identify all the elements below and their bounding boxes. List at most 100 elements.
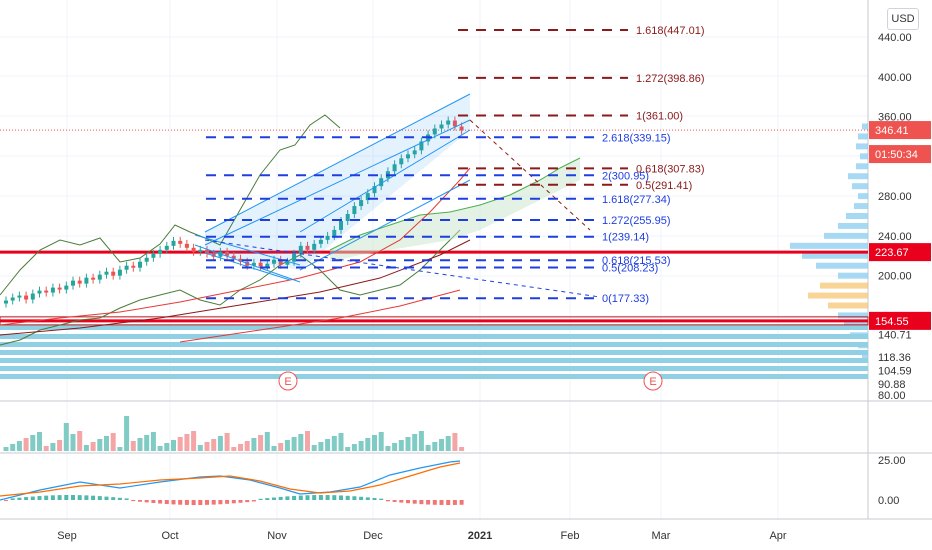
macd-pane	[0, 460, 464, 505]
volume-bar	[418, 431, 424, 451]
price-axis-tick: 400.00	[878, 72, 912, 84]
volume-profile-bar	[862, 123, 868, 130]
price-badge	[869, 121, 931, 140]
macd-histogram-bar	[77, 495, 82, 500]
candle-body	[30, 293, 35, 300]
macd-histogram-bar	[151, 500, 156, 504]
macd-histogram-bar	[37, 496, 42, 500]
volume-profile	[790, 123, 868, 359]
macd-histogram-bar	[278, 496, 283, 500]
macd-histogram-bar	[285, 496, 290, 500]
fib-retracement-label: 2(300.95)	[602, 170, 649, 182]
candle-body	[91, 277, 96, 280]
bollinger-upper	[0, 114, 341, 296]
fib-extension-label: 0.5(291.41)	[636, 180, 692, 192]
macd-histogram-bar	[385, 500, 390, 502]
candle-body	[84, 277, 89, 284]
candle-body	[151, 253, 156, 258]
volume-bar	[63, 423, 69, 451]
macd-histogram-bar	[24, 497, 29, 500]
fib-extension-label: 1.272(398.86)	[636, 73, 705, 85]
candle-body	[272, 259, 276, 264]
volume-bar	[365, 438, 371, 451]
price-axis[interactable]: 440.00400.00360.00320.00280.00240.00200.…	[878, 32, 912, 507]
currency-button[interactable]: USD	[887, 8, 919, 30]
volume-bar	[398, 440, 404, 451]
macd-histogram-bar	[459, 500, 464, 505]
support-band	[0, 366, 868, 371]
candle-body	[164, 245, 169, 250]
volume-bar	[90, 442, 96, 451]
time-axis[interactable]: Sep Oct Nov Dec 2021 Feb Mar Apr	[57, 530, 787, 542]
macd-histogram-bar	[392, 500, 397, 502]
candle-body	[198, 249, 203, 252]
candle-body	[205, 249, 209, 254]
volume-bar	[425, 445, 431, 451]
candle-body	[265, 263, 270, 267]
volume-bar	[10, 444, 16, 451]
macd-histogram-bar	[44, 495, 49, 500]
candle-body	[71, 280, 75, 286]
macd-histogram-bar	[372, 497, 377, 500]
macd-histogram-bar	[171, 500, 176, 505]
volume-bar	[217, 436, 223, 451]
price-axis-tick: 90.88	[878, 379, 906, 391]
support-band	[0, 358, 868, 363]
volume-bar	[432, 442, 438, 451]
macd-histogram-bar	[265, 498, 270, 500]
fib-extension-label: 0.618(307.83)	[636, 163, 705, 175]
macd-histogram-bar	[57, 495, 62, 500]
candle-body	[77, 280, 82, 284]
volume-bar	[70, 434, 76, 451]
macd-histogram-bar	[178, 500, 183, 505]
macd-histogram-bar	[312, 495, 317, 500]
support-band	[0, 325, 868, 330]
time-axis-tick: Dec	[363, 530, 383, 542]
volume-bar	[238, 444, 243, 451]
candle-body	[379, 178, 384, 187]
candle-body	[97, 274, 102, 280]
volume-bar	[137, 438, 143, 451]
macd-histogram-bar	[339, 495, 343, 500]
macd-histogram-bar	[432, 500, 437, 505]
candle-body	[325, 235, 330, 240]
volume-bar	[30, 435, 36, 451]
macd-histogram-bar	[225, 500, 230, 504]
macd-histogram-bar	[10, 498, 15, 500]
volume-profile-bar	[856, 143, 868, 150]
volume-profile-bar	[802, 252, 868, 259]
candle-body	[318, 239, 323, 244]
macd-histogram-bar	[325, 495, 330, 500]
macd-axis-tick: 25.00	[878, 455, 906, 467]
volume-bar	[291, 437, 297, 451]
volume-bar	[244, 441, 250, 451]
volume-bar	[83, 445, 89, 451]
macd-histogram-bar	[84, 495, 89, 500]
earnings-marker-label: E	[649, 376, 656, 388]
trend-line	[194, 244, 301, 283]
candle-body	[238, 258, 243, 262]
volume-bar	[97, 439, 103, 451]
level-box	[0, 316, 869, 326]
candle-body	[392, 164, 397, 172]
candle-body	[158, 249, 163, 254]
macd-histogram-bar	[258, 498, 263, 500]
candle-body	[225, 251, 230, 256]
macd-axis-tick: 0.00	[878, 495, 899, 507]
volume-profile-bar	[846, 213, 868, 219]
price-axis-tick: 360.00	[878, 112, 912, 124]
volume-bar	[16, 441, 22, 451]
macd-histogram-bar	[272, 497, 276, 500]
volume-bar	[204, 442, 210, 451]
volume-bar	[164, 443, 170, 451]
volume-bar	[358, 441, 364, 451]
volume-bar	[331, 436, 337, 451]
volume-bar	[117, 447, 123, 451]
fib-retracement-label: 1(239.14)	[602, 232, 649, 244]
volume-bar	[3, 447, 9, 451]
volume-bar	[264, 432, 270, 451]
candle-body	[412, 150, 417, 155]
candle-body	[285, 261, 290, 265]
